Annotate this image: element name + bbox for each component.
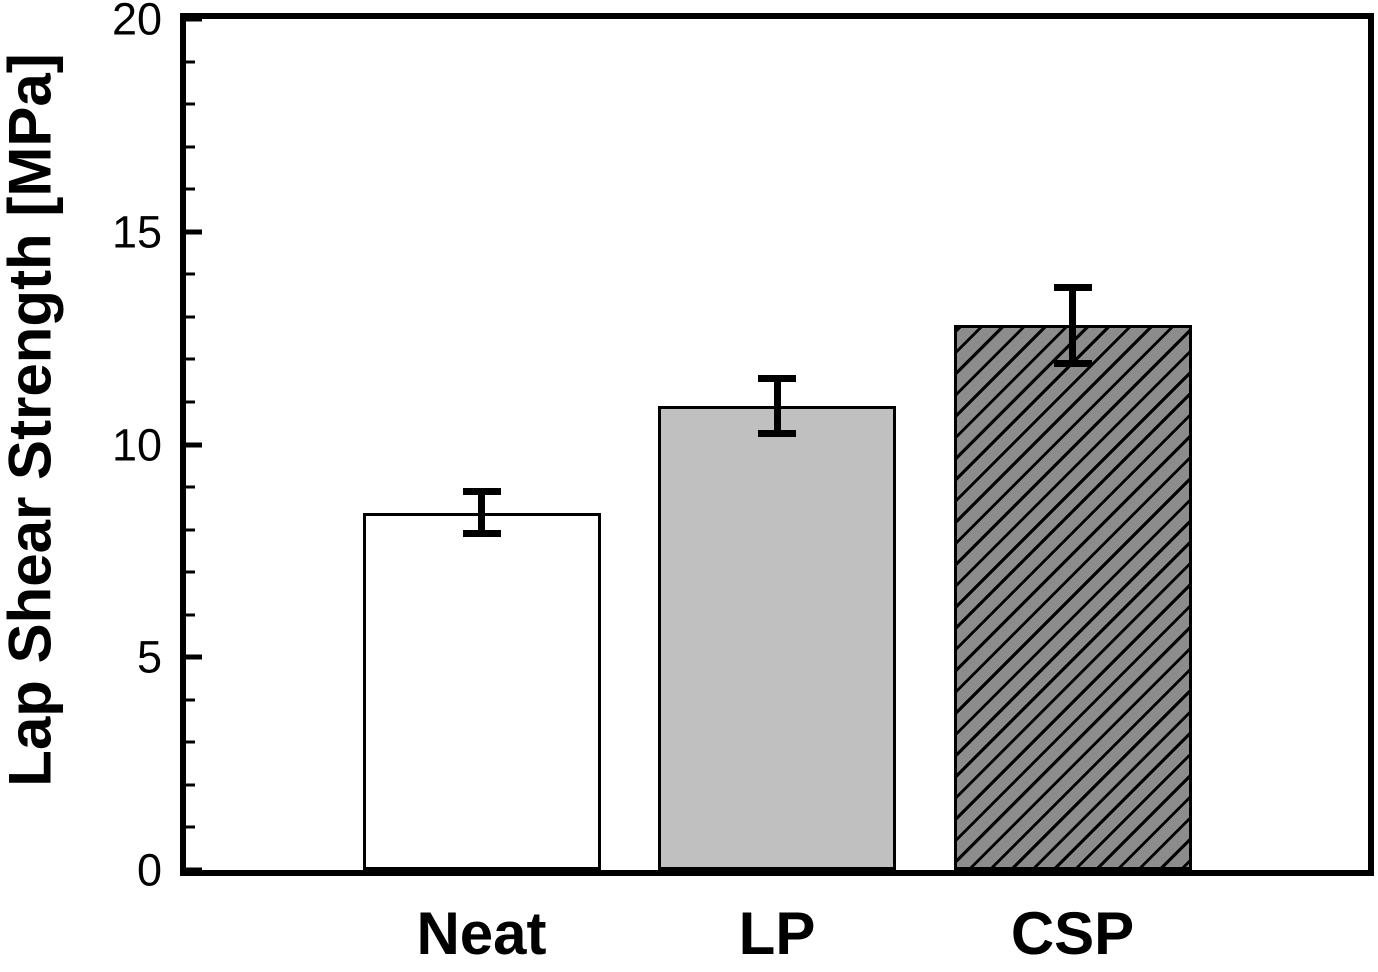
error-cap-bottom-csp	[1053, 360, 1092, 368]
y-tick-label: 15	[111, 206, 162, 258]
y-major-tick	[186, 16, 202, 22]
error-cap-bottom-neat	[462, 530, 501, 538]
error-cap-bottom-lp	[758, 430, 796, 438]
y-major-tick	[186, 867, 202, 873]
y-minor-tick	[186, 400, 195, 404]
y-tick-label: 5	[136, 631, 162, 683]
y-major-tick	[186, 229, 202, 235]
y-minor-tick	[186, 485, 195, 489]
x-category-label-csp: CSP	[1010, 900, 1135, 967]
y-minor-tick	[186, 825, 195, 829]
plot-inner	[186, 16, 1368, 873]
error-bar-csp	[1069, 287, 1076, 364]
y-major-tick	[186, 654, 202, 660]
y-minor-tick	[186, 187, 195, 191]
x-category-label-lp: LP	[738, 900, 816, 967]
error-cap-top-csp	[1053, 283, 1092, 291]
error-bar-neat	[478, 491, 485, 534]
y-minor-tick	[186, 145, 195, 149]
y-minor-tick	[186, 570, 195, 574]
y-tick-label: 10	[111, 419, 162, 470]
y-minor-tick	[186, 613, 195, 617]
error-bar-lp	[773, 378, 781, 434]
y-minor-tick	[186, 740, 195, 744]
y-tick-label: 0	[136, 844, 162, 896]
y-tick-label: 20	[111, 0, 162, 45]
plot-area	[180, 13, 1374, 876]
y-minor-tick	[186, 60, 195, 64]
y-major-tick	[186, 442, 202, 447]
y-minor-tick	[186, 315, 195, 319]
y-minor-tick	[186, 272, 195, 276]
error-cap-top-lp	[758, 375, 796, 383]
error-cap-top-neat	[462, 487, 501, 495]
bar-lp	[658, 406, 896, 870]
x-category-label-neat: Neat	[416, 900, 547, 967]
y-minor-tick	[186, 357, 195, 361]
y-minor-tick	[186, 783, 195, 787]
bar-neat	[362, 512, 601, 870]
y-minor-tick	[186, 528, 195, 532]
y-minor-tick	[186, 102, 195, 106]
bar-csp	[953, 325, 1192, 870]
y-minor-tick	[186, 698, 195, 702]
